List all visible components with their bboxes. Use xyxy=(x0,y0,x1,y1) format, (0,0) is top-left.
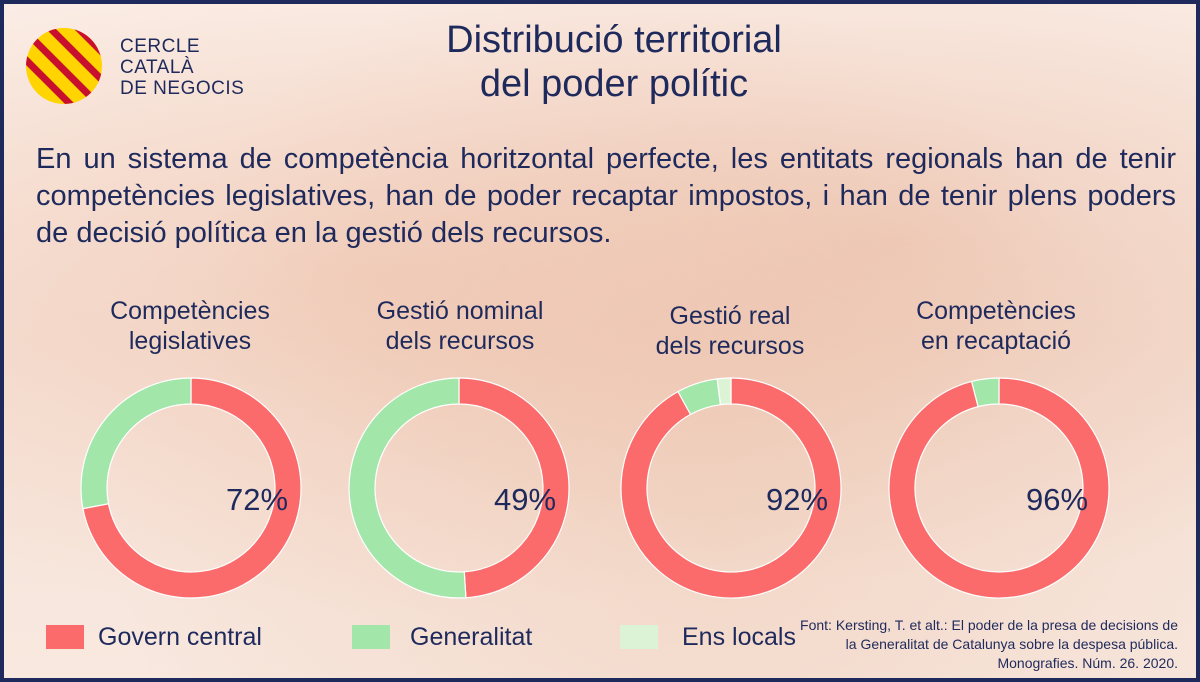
source-line: Font: Kersting, T. et alt.: El poder de … xyxy=(800,617,1178,633)
chart-title-line: Competències xyxy=(916,297,1076,325)
donut-slice-generalitat xyxy=(80,377,192,510)
legend-item-generalitat: Generalitat xyxy=(352,622,572,652)
chart-title-recaptacio: Competències en recaptació xyxy=(866,296,1126,356)
donut-chart-gestio-real xyxy=(620,377,842,599)
chart-title-gestio-nominal: Gestió nominal dels recursos xyxy=(330,296,590,356)
donut-slice-ens-locals xyxy=(716,377,732,406)
donut-slice-govern-central xyxy=(82,377,302,599)
title-line-1: Distribució territorial xyxy=(446,19,782,61)
source-line: la Generalitat de Catalunya sobre la des… xyxy=(845,636,1178,652)
legend-swatch xyxy=(46,625,84,649)
logo-line: CERCLE xyxy=(120,36,201,57)
donut-slice-govern-central xyxy=(888,377,1110,599)
chart-title-legislatives: Competències legislatives xyxy=(60,296,320,356)
title-line-2: del poder polític xyxy=(479,63,749,105)
donut-slice-govern-central xyxy=(458,377,570,599)
legend-label: Ens locals xyxy=(682,623,796,651)
intro-paragraph: En un sistema de competència horitzontal… xyxy=(36,143,1176,249)
logo-line: DE NEGOCIS xyxy=(120,78,245,99)
legend-label: Govern central xyxy=(98,623,262,651)
chart-title-line: Gestió real xyxy=(669,302,791,330)
chart-title-line: dels recursos xyxy=(655,332,805,360)
percent-label: 49% xyxy=(494,482,557,517)
legend-item-ens-locals: Ens locals xyxy=(620,622,820,652)
source-line: Monografies. Núm. 26. 2020. xyxy=(997,655,1178,671)
logo-text: CERCLE CATALÀ DE NEGOCIS xyxy=(120,36,244,99)
percent-label: 92% xyxy=(766,482,829,517)
donut-slice-govern-central xyxy=(620,377,842,599)
donut-chart-legislatives xyxy=(80,377,302,599)
legend-item-govern-central: Govern central xyxy=(46,622,306,652)
donut-chart-gestio-nominal xyxy=(348,377,570,599)
legend-swatch xyxy=(620,625,658,649)
chart-title-gestio-real: Gestió real dels recursos xyxy=(600,301,860,361)
donut-slice-generalitat xyxy=(348,377,467,599)
chart-title-line: dels recursos xyxy=(385,327,535,355)
legend-swatch xyxy=(352,625,390,649)
page-title: Distribució territorial del poder políti… xyxy=(304,18,924,106)
source-citation: Font: Kersting, T. et alt.: El poder de … xyxy=(800,616,1178,673)
logo: CERCLE CATALÀ DE NEGOCIS xyxy=(24,26,264,116)
logo-line: CATALÀ xyxy=(120,57,195,78)
percent-label: 96% xyxy=(1026,482,1089,517)
legend-label: Generalitat xyxy=(410,623,533,651)
percent-label: 72% xyxy=(226,482,289,517)
chart-title-line: Competències xyxy=(110,297,270,325)
chart-title-line: Gestió nominal xyxy=(376,297,544,325)
chart-title-line: legislatives xyxy=(128,327,252,355)
logo-mark-icon xyxy=(26,28,102,104)
chart-title-line: en recaptació xyxy=(920,327,1072,355)
donut-chart-recaptacio xyxy=(888,377,1110,599)
donut-slice-generalitat xyxy=(970,377,1000,408)
